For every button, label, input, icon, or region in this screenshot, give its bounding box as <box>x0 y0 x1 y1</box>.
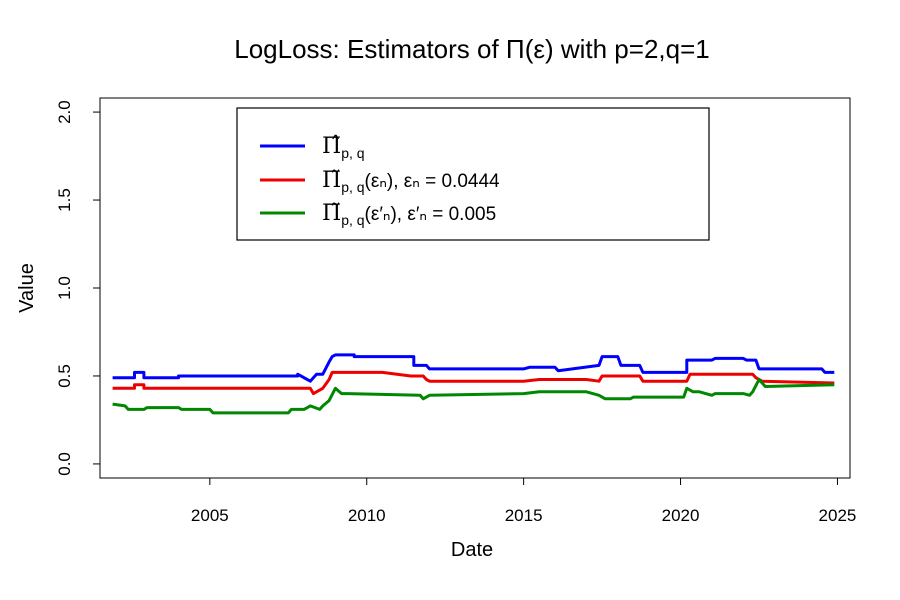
legend-label-2: Π̃p, q(εₙ), εₙ = 0.0444 <box>322 168 500 195</box>
y-tick-label: 1.0 <box>55 276 74 300</box>
x-tick-label: 2010 <box>348 506 386 525</box>
series-line-2 <box>112 370 835 396</box>
chart-title: LogLoss: Estimators of Π(ε) with p=2,q=1 <box>234 34 709 64</box>
x-tick-label: 2025 <box>819 506 857 525</box>
x-tick-label: 2015 <box>505 506 543 525</box>
legend: Π̂p, q Π̃p, q(εₙ), εₙ = 0.0444 Π̃p, q(ε′ₙ)… <box>236 107 710 241</box>
y-tick-label: 0.5 <box>55 364 74 388</box>
x-axis: 2005 2010 2015 2020 2025 <box>191 477 857 525</box>
x-tick-label: 2005 <box>191 506 229 525</box>
series-line-3 <box>112 378 835 415</box>
y-tick-label: 1.5 <box>55 188 74 212</box>
y-tick-label: 0.0 <box>55 452 74 476</box>
legend-label-3: Π̃p, q(ε′ₙ), ε′ₙ = 0.005 <box>322 201 496 228</box>
legend-label-1: Π̂p, q <box>322 134 365 161</box>
series-lines <box>112 353 835 415</box>
y-axis: 0.0 0.5 1.0 1.5 2.0 <box>55 100 101 476</box>
y-axis-label: Value <box>16 263 38 313</box>
series-line-1 <box>112 353 835 383</box>
legend-box <box>236 107 710 241</box>
x-tick-label: 2020 <box>662 506 700 525</box>
y-tick-label: 2.0 <box>55 100 74 124</box>
x-axis-label: Date <box>451 539 493 561</box>
